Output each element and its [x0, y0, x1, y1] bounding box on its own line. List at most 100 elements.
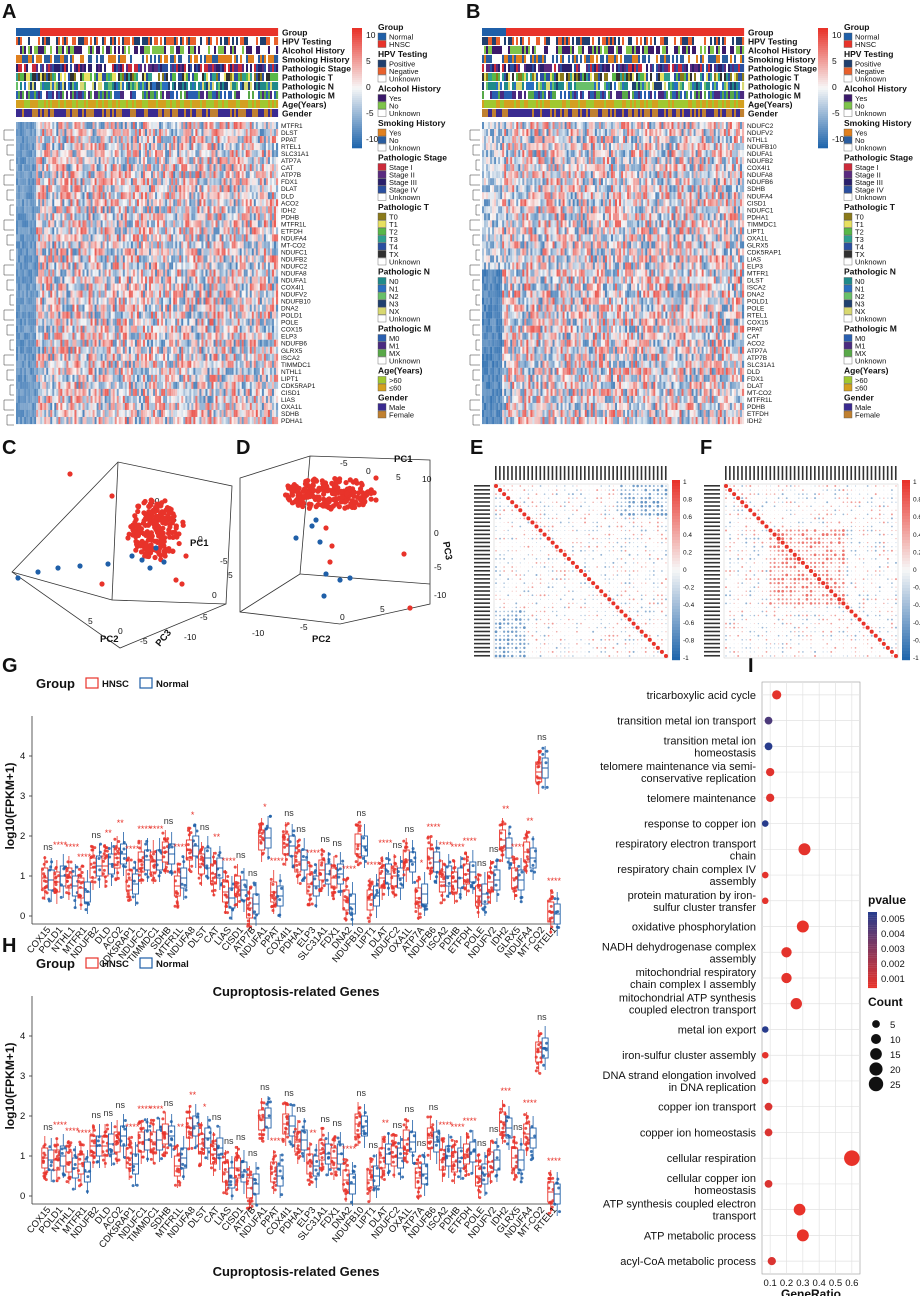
significance-label: ns [537, 1012, 547, 1022]
legend-swatch [843, 403, 853, 411]
pca-point-hnsc [173, 577, 179, 583]
corr-scale-tick: -1 [683, 655, 689, 662]
pca-point-hnsc [152, 504, 159, 510]
pca-point-hnsc [319, 502, 325, 508]
pca-point-hnsc [334, 496, 340, 502]
corr-scale-tick: 0.6 [683, 514, 692, 521]
gene-label: CISD1 [747, 200, 767, 207]
gene-label: LIAS [281, 397, 296, 404]
pca-point-normal [293, 535, 299, 541]
panel-label-h: H [2, 935, 16, 957]
significance-label: ns [417, 1138, 427, 1148]
legend-title: Alcohol History [844, 84, 907, 94]
legend-item: No [855, 136, 865, 145]
significance-label: * [263, 802, 267, 812]
pca-point-hnsc [142, 498, 148, 505]
pca-point-normal [317, 539, 323, 545]
gene-label: RTEL1 [281, 144, 301, 151]
pca-point-normal [147, 565, 153, 571]
legend-swatch [843, 250, 853, 258]
legend-item: Female [855, 411, 880, 420]
gene-label: LIPT1 [281, 376, 299, 383]
significance-label: **** [222, 856, 237, 866]
pca-d-pc1-label: PC1 [394, 454, 413, 465]
legend-swatch [843, 193, 853, 201]
gene-label: FDX1 [281, 179, 298, 186]
legend-swatch [377, 356, 387, 365]
significance-label: **** [125, 844, 140, 854]
pca-point-hnsc [286, 496, 292, 502]
corr-scale-tick: -0.6 [913, 620, 920, 627]
significance-label: ns [91, 1110, 101, 1120]
legend-item: Unknown [389, 144, 420, 153]
corr-scale-tick: 0.4 [683, 532, 692, 539]
panel-label-e: E [470, 437, 483, 459]
pca-c-tick: -10 [184, 632, 197, 642]
count-legend-dot [872, 1020, 880, 1028]
pca-d-tick: 5 [380, 604, 385, 614]
legend-item: No [389, 102, 399, 111]
legend-item: N0 [855, 277, 865, 286]
legend-swatch [377, 212, 387, 221]
legend-item: Stage I [855, 163, 879, 172]
gene-label: SDHB [281, 411, 299, 418]
gene-label: ATP7B [281, 172, 301, 179]
count-legend-tick: 20 [890, 1065, 901, 1076]
gene-label: ACO2 [747, 341, 765, 348]
legend-title: Smoking History [844, 118, 912, 128]
legend-swatch [843, 334, 853, 342]
significance-label: ns [513, 1122, 523, 1132]
legend-item: N3 [389, 300, 399, 309]
legend-item: T0 [855, 213, 864, 222]
gene-label: NDUFB6 [281, 341, 307, 348]
legend-swatch [843, 292, 853, 300]
pca-point-hnsc [348, 503, 354, 509]
y-axis-label: log10(FPKM+1) [3, 1042, 17, 1129]
enrichment-dot [796, 1229, 809, 1242]
gene-label: ETFDH [281, 228, 303, 235]
significance-label: ns [356, 1088, 366, 1098]
pca-c-tick: 10 [150, 496, 160, 506]
legend-item: MX [389, 349, 400, 358]
legend-item: Stage IV [389, 186, 418, 195]
significance-label: ns [405, 1104, 415, 1114]
gene-label: DLAT [281, 186, 297, 193]
significance-label: ns [248, 1148, 258, 1158]
gene-label: PPAT [281, 137, 297, 144]
significance-label: ns [489, 1124, 499, 1134]
significance-label: **** [65, 1126, 80, 1136]
significance-label: ns [224, 1136, 234, 1146]
pca-point-normal [313, 517, 319, 523]
enrichment-dot [798, 843, 811, 856]
annotation-row-label: Pathologic M [282, 91, 335, 101]
pca-point-hnsc [290, 487, 296, 493]
gene-label: COX15 [747, 320, 769, 327]
legend-swatch [377, 128, 387, 137]
pca-point-hnsc [155, 525, 162, 531]
gene-label: ISCA2 [281, 355, 300, 362]
gene-label: CDK5RAP1 [281, 383, 316, 390]
legend-title: Pathologic M [378, 324, 431, 334]
legend-title: Group [378, 22, 404, 32]
category-label: acyl-CoA metabolic process [620, 1256, 756, 1268]
legend-item: Negative [389, 67, 419, 76]
pca-point-normal [347, 575, 353, 581]
legend-item: >60 [389, 376, 402, 385]
pca-d-pc2-label: PC2 [312, 634, 330, 645]
count-legend-title: Count [868, 995, 903, 1009]
legend-swatch [377, 242, 387, 251]
pca-point-hnsc [133, 534, 139, 540]
pca-point-hnsc [310, 483, 316, 489]
y-tick: 1 [20, 871, 25, 882]
corr-scale-tick: -0.4 [913, 602, 920, 609]
legend-item: Unknown [389, 357, 420, 366]
pca-point-hnsc [141, 531, 147, 537]
category-label: chain complex I assembly [630, 979, 756, 991]
legend-swatch [843, 341, 853, 350]
significance-label: ** [213, 832, 221, 842]
x-axis-label: GeneRatio [781, 1287, 841, 1296]
go-enrichment-dotplot: 0.1 0.2 0.3 0.4 0.5 0.6 GeneRatio tricarboxylic… [600, 681, 906, 1296]
significance-label: **** [174, 842, 189, 852]
pca-point-hnsc [152, 554, 158, 561]
annotation-row-label: Pathologic M [748, 91, 801, 101]
